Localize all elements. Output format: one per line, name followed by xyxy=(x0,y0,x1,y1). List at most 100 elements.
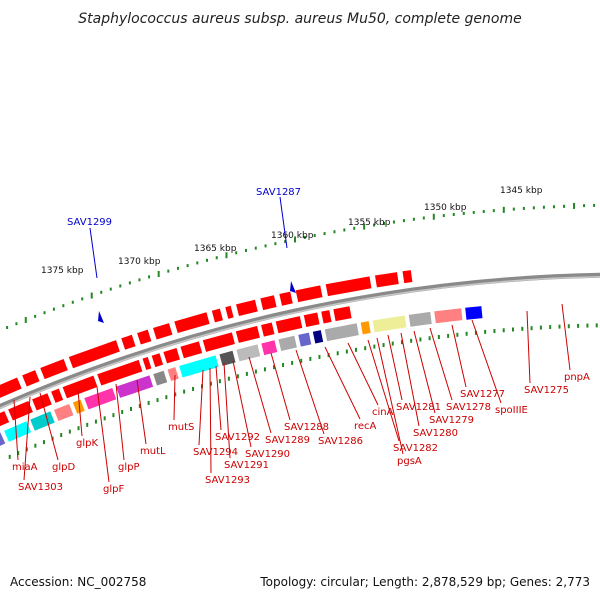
gene-arrow[interactable] xyxy=(325,276,372,297)
gene-label[interactable]: SAV1288 xyxy=(284,422,329,433)
category-band xyxy=(434,308,463,324)
gene-arrow[interactable] xyxy=(163,347,180,364)
gene-arrow[interactable] xyxy=(279,291,293,306)
gene-label[interactable]: SAV1292 xyxy=(215,432,260,443)
gene-arrow[interactable] xyxy=(211,308,223,323)
gene-label[interactable]: SAV1277 xyxy=(460,389,505,400)
gene-arrow[interactable] xyxy=(8,400,33,421)
gene-arrow[interactable] xyxy=(402,270,413,284)
gene-label[interactable]: cinA xyxy=(372,407,394,418)
map-title: Staphylococcus aureus subsp. aureus Mu50… xyxy=(78,11,521,27)
gene-label[interactable]: glpP xyxy=(118,462,140,473)
gene-label[interactable]: SAV1289 xyxy=(265,435,310,446)
gene-label[interactable]: spoIIIE xyxy=(495,405,528,416)
gene-label[interactable]: SAV1291 xyxy=(224,460,269,471)
gene-arrow[interactable] xyxy=(137,329,152,345)
gene-arrow[interactable] xyxy=(0,377,22,406)
kbp-label: 1345 kbp xyxy=(500,186,543,196)
label-sav1299[interactable]: SAV1299 xyxy=(67,217,112,228)
category-band xyxy=(324,323,359,342)
gene-leader xyxy=(387,334,403,401)
gene-arrow[interactable] xyxy=(261,322,275,337)
kbp-label: 1355 kbp xyxy=(348,218,391,228)
sav1287-leader xyxy=(279,196,288,249)
gene-leader xyxy=(77,389,83,437)
gene-leader xyxy=(173,374,176,421)
kbp-label: 1365 kbp xyxy=(194,244,237,254)
gene-leader xyxy=(324,346,361,420)
gene-leader xyxy=(451,324,467,388)
gene-arrow[interactable] xyxy=(151,353,164,368)
gene-label[interactable]: SAV1293 xyxy=(205,475,250,486)
gene-arrow[interactable] xyxy=(321,310,332,324)
gene-arrow[interactable] xyxy=(303,312,320,328)
gene-label[interactable]: SAV1281 xyxy=(396,402,441,413)
gene-arrow[interactable] xyxy=(22,370,40,387)
gene-arrow[interactable] xyxy=(202,332,235,352)
kbp-label: 1370 kbp xyxy=(118,257,161,267)
category-band xyxy=(236,344,261,362)
gene-arrow[interactable] xyxy=(0,411,10,427)
gene-leader xyxy=(248,356,272,434)
topology-text: Topology: circular; Length: 2,878,529 bp… xyxy=(259,575,590,589)
gene-label[interactable]: SAV1282 xyxy=(393,443,438,454)
label-sav1287[interactable]: SAV1287 xyxy=(256,187,301,198)
category-band xyxy=(153,370,168,386)
kbp-label: 1360 kbp xyxy=(271,231,314,241)
category-band xyxy=(54,403,74,422)
gene-arrow[interactable] xyxy=(235,325,260,343)
category-band xyxy=(278,335,297,352)
kbp-ticks xyxy=(6,202,596,329)
gene-label[interactable]: SAV1303 xyxy=(18,482,63,493)
gene-leader xyxy=(400,332,420,427)
forward-genes xyxy=(0,270,413,406)
category-band xyxy=(465,306,483,320)
gene-arrow[interactable] xyxy=(180,341,203,359)
gene-arrow[interactable] xyxy=(62,375,98,399)
gene-label[interactable]: SAV1280 xyxy=(413,428,458,439)
gene-label[interactable]: recA xyxy=(354,421,377,432)
gene-category-bands xyxy=(0,306,483,446)
gene-arrow[interactable] xyxy=(333,306,352,322)
gene-label[interactable]: pnpA xyxy=(564,372,590,383)
kbp-label: 1350 kbp xyxy=(424,203,467,213)
gene-arrow[interactable] xyxy=(153,323,173,340)
gene-arrow[interactable] xyxy=(40,358,68,380)
gene-label[interactable]: pgsA xyxy=(397,456,422,467)
gene-label[interactable]: SAV1290 xyxy=(245,449,290,460)
kbp-label: 1375 kbp xyxy=(41,266,84,276)
gene-arrow[interactable] xyxy=(260,295,277,311)
gene-label[interactable]: SAV1279 xyxy=(429,415,474,426)
category-band xyxy=(179,355,219,378)
gene-arrow[interactable] xyxy=(51,388,64,403)
category-band xyxy=(408,311,432,327)
gene-arrow[interactable] xyxy=(121,334,136,350)
gene-arrow[interactable] xyxy=(374,272,399,288)
gene-leader xyxy=(136,379,147,445)
gene-arrow[interactable] xyxy=(295,285,323,303)
gene-arrow[interactable] xyxy=(142,356,152,371)
gene-label[interactable]: mutL xyxy=(140,446,166,457)
gene-label[interactable]: SAV1294 xyxy=(193,447,238,458)
gene-leader xyxy=(471,319,502,404)
gene-arrow[interactable] xyxy=(275,316,303,334)
gene-leader xyxy=(13,399,19,461)
gene-label[interactable]: glpD xyxy=(52,462,75,473)
gene-label[interactable]: SAV1278 xyxy=(446,402,491,413)
gene-arrow[interactable] xyxy=(225,305,234,319)
gene-label[interactable]: glpK xyxy=(76,438,98,449)
lower-ticks xyxy=(8,323,598,459)
gene-arrow[interactable] xyxy=(97,359,143,386)
gene-label[interactable]: mutS xyxy=(168,422,194,433)
gene-arrow[interactable] xyxy=(236,299,258,317)
genome-backbone xyxy=(0,272,600,410)
highlight-markers: SAV1299 SAV1287 xyxy=(67,187,301,323)
gene-arrow[interactable] xyxy=(68,340,120,369)
gene-label[interactable]: glpF xyxy=(103,484,124,495)
gene-leader xyxy=(367,339,400,442)
accession-text: Accession: NC_002758 xyxy=(10,575,146,589)
gene-label[interactable]: SAV1275 xyxy=(524,385,569,396)
gene-label[interactable]: SAV1286 xyxy=(318,436,363,447)
gene-arrow[interactable] xyxy=(174,312,210,333)
